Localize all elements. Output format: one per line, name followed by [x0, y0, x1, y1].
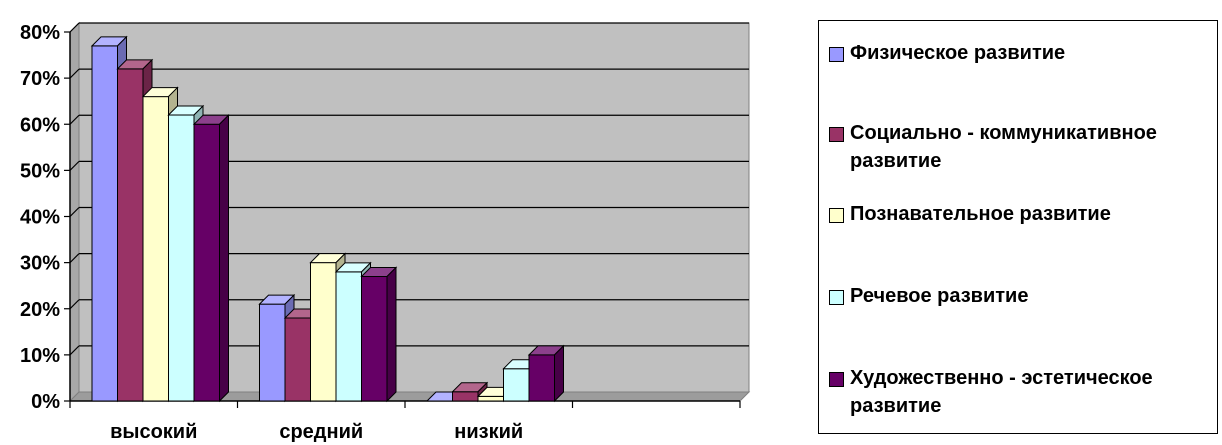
gridline-side — [69, 345, 80, 356]
x-category-label: низкий — [454, 421, 523, 443]
legend-item-physical: Физическое развитие — [829, 42, 1210, 67]
bar — [91, 45, 118, 402]
legend-label-physical: Физическое развитие — [850, 42, 1066, 64]
bar — [142, 96, 169, 402]
legend-label-speech: Речевое развитие — [850, 285, 1029, 307]
y-tick-label: 40% — [20, 207, 60, 229]
bar — [193, 123, 220, 402]
legend-swatch-speech — [829, 290, 844, 305]
legend-swatch-social — [829, 127, 844, 142]
legend-item-social: Социально - коммуникативное развитие — [829, 122, 1210, 175]
gridline-side — [69, 299, 80, 310]
y-tick-label: 20% — [20, 299, 60, 321]
bar-side — [219, 114, 229, 403]
y-tick-label: 0% — [31, 391, 60, 413]
gridline-side — [69, 68, 80, 79]
x-category-label: высокий — [110, 421, 197, 443]
y-tick-label: 60% — [20, 114, 60, 136]
gridline-side — [69, 207, 80, 217]
gridline-side — [69, 253, 80, 264]
gridline-side — [69, 114, 80, 125]
legend-label-artistic: Художественно - эстетическое развитие — [850, 367, 1153, 417]
bar — [452, 391, 479, 402]
legend-swatch-physical — [829, 47, 844, 62]
bar — [335, 271, 362, 402]
bar — [503, 368, 530, 402]
y-tick-label: 50% — [20, 160, 60, 182]
bar-side — [554, 344, 564, 403]
legend-swatch-artistic — [829, 372, 844, 387]
bar — [477, 395, 504, 402]
bar — [259, 303, 286, 402]
legend-item-speech: Речевое развитие — [829, 285, 1210, 310]
legend-item-artistic: Художественно - эстетическое развитие — [829, 367, 1210, 420]
legend-item-cognitive: Познавательное развитие — [829, 203, 1210, 228]
y-tick-label: 70% — [20, 68, 60, 90]
bar — [361, 275, 388, 402]
bar — [168, 114, 195, 402]
bar-chart: 0% 10% 20% 30% 40% 50% 60% 70% 80% высокий средний… — [20, 21, 751, 443]
bar — [310, 262, 337, 402]
gridline-side — [69, 22, 80, 33]
bar — [284, 317, 311, 402]
legend-label-cognitive: Познавательное развитие — [850, 203, 1111, 225]
x-category-label: средний — [279, 421, 363, 443]
y-tick-label: 30% — [20, 253, 60, 275]
legend-swatch-cognitive — [829, 208, 844, 223]
bar — [117, 68, 144, 402]
legend-label-social: Социально - коммуникативное развитие — [850, 122, 1157, 172]
legend: Физическое развитие Социально - коммуник… — [818, 20, 1218, 434]
y-tick-label: 10% — [20, 345, 60, 367]
y-tick-label: 80% — [20, 22, 60, 44]
bar-side — [386, 266, 397, 403]
bar — [528, 354, 555, 402]
gridline-side — [69, 160, 80, 171]
